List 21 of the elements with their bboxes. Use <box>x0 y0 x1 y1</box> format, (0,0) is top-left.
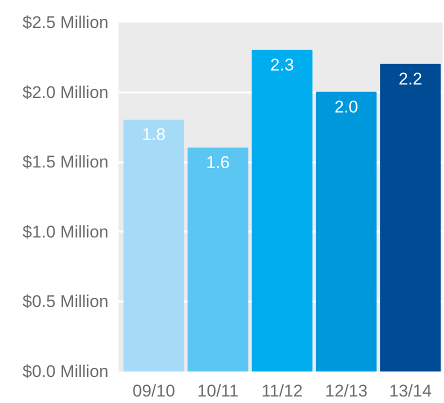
x-tick-label: 09/10 <box>132 382 176 400</box>
y-tick-label: $0.5 Million <box>22 292 109 312</box>
bar <box>123 120 184 372</box>
x-tick-label: 10/11 <box>197 382 239 400</box>
bar <box>380 64 441 372</box>
x-tick-label: 12/13 <box>324 382 368 400</box>
bar <box>188 148 248 372</box>
x-tick-label: 13/14 <box>389 382 432 400</box>
y-tick-label: $2.0 Million <box>22 82 109 102</box>
data-label: 1.6 <box>206 153 230 172</box>
bar <box>316 92 377 372</box>
data-label: 2.2 <box>398 69 422 88</box>
x-tick-label: 11/12 <box>261 382 303 400</box>
y-tick-label: $1.0 Million <box>22 222 109 242</box>
data-label: 2.3 <box>270 55 294 74</box>
data-label: 2.0 <box>334 97 358 116</box>
y-tick-label: $2.5 Million <box>22 13 109 32</box>
data-label: 1.8 <box>142 125 166 144</box>
y-tick-label: $0.0 Million <box>22 362 109 381</box>
y-tick-label: $1.5 Million <box>22 152 109 172</box>
bar <box>252 50 312 372</box>
